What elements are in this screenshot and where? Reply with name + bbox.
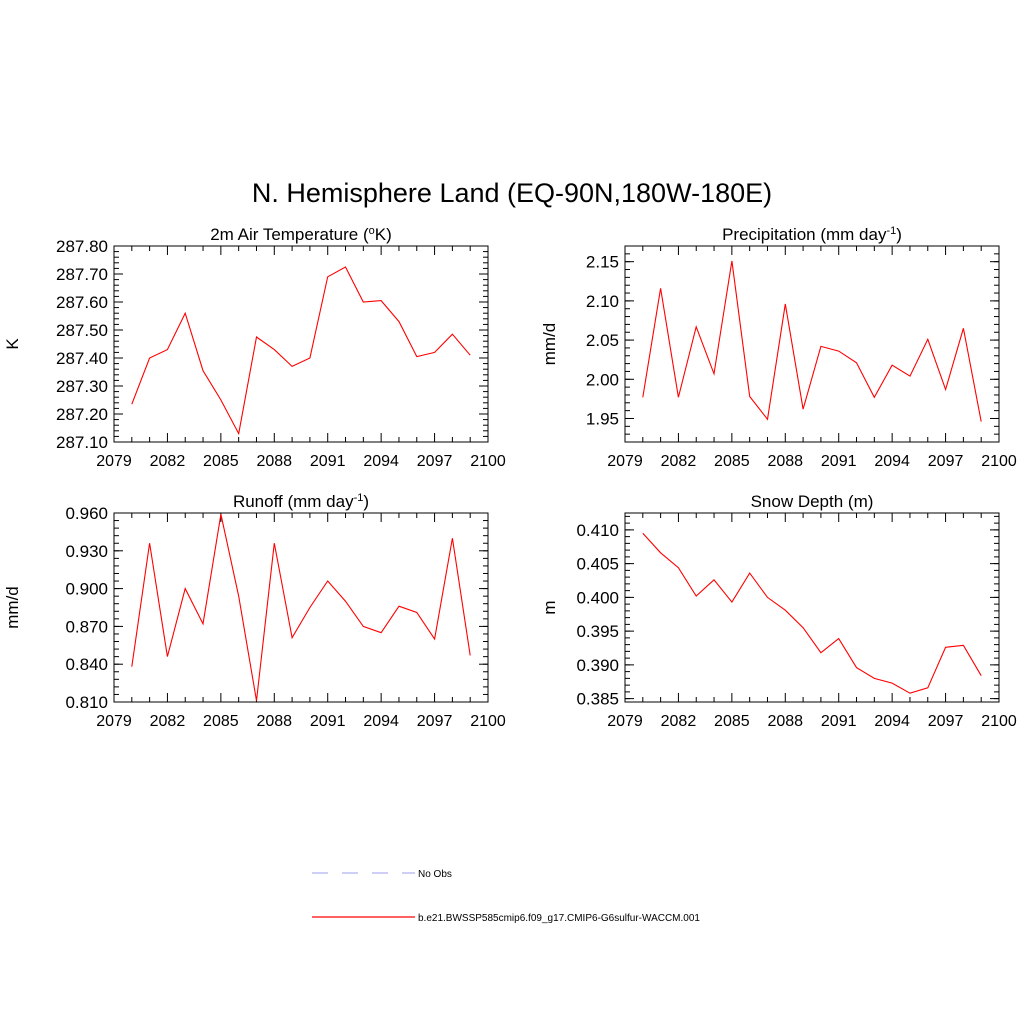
temperature-xtick-label: 2100 (470, 453, 506, 470)
snow-depth-xtick-label: 2079 (607, 713, 643, 730)
precipitation-ytick-label: 1.95 (586, 409, 619, 428)
temperature-xtick-label: 2088 (256, 453, 292, 470)
runoff-title-text: Runoff (mm day (233, 492, 354, 511)
temperature-ytick-label: 287.10 (56, 433, 108, 452)
panel-runoff: Runoff (mm day-1) mm/d 2079 2082 2085 2088 209… (3, 492, 506, 730)
precipitation-xtick-label: 2082 (661, 453, 697, 470)
runoff-xtick-label: 2085 (203, 713, 239, 730)
precipitation-ytick-label: 2.15 (586, 253, 619, 272)
precipitation-title-text: Precipitation (mm day (722, 225, 887, 244)
runoff-xtick-label: 2100 (470, 713, 506, 730)
snow-depth-ytick-label: 0.410 (576, 521, 619, 540)
precipitation-xtick-label: 2079 (607, 453, 643, 470)
runoff-ytick-label: 0.930 (65, 542, 108, 561)
snow-depth-xtick-label: 2097 (928, 713, 964, 730)
snow-depth-xtick-label: 2088 (767, 713, 803, 730)
precipitation-xtick-label: 2091 (821, 453, 857, 470)
temperature-xtick-label: 2079 (96, 453, 132, 470)
temperature-series-line (131, 266, 471, 436)
runoff-frame (113, 512, 489, 703)
snow-depth-xtick-label: 2094 (874, 713, 910, 730)
figure-title: N. Hemisphere Land (EQ-90N,180W-180E) (252, 178, 772, 208)
precipitation-ytick-label: 2.05 (586, 331, 619, 350)
temperature-xtick-label: 2094 (363, 453, 399, 470)
snow-depth-title-text: Snow Depth (m) (751, 492, 874, 511)
legend-label-1: No Obs (418, 869, 452, 880)
snow-depth-ylabel: m (540, 600, 559, 614)
precipitation-ylabel: mm/d (540, 323, 559, 366)
snow-depth-frame (624, 512, 1000, 703)
snow-depth-ytick-label: 0.385 (576, 690, 619, 709)
snow-depth-ytick-label: 0.400 (576, 588, 619, 607)
temperature-xtick-label: 2097 (417, 453, 453, 470)
runoff-ytick-label: 0.960 (65, 504, 108, 523)
temperature-ytick-label: 287.20 (56, 405, 108, 424)
runoff-series-line (131, 514, 471, 701)
precipitation-xtick-label: 2088 (767, 453, 803, 470)
runoff-ytick-label: 0.870 (65, 617, 108, 636)
temperature-xtick-label: 2082 (150, 453, 186, 470)
runoff-title-tail: ) (363, 492, 369, 511)
temperature-title: 2m Air Temperature (oK) (210, 225, 392, 244)
runoff-xtick-label: 2088 (256, 713, 292, 730)
runoff-ylabel: mm/d (3, 586, 22, 629)
precipitation-title-sup: -1 (886, 225, 896, 237)
precipitation-xtick-label: 2085 (714, 453, 750, 470)
precipitation-xtick-label: 2094 (874, 453, 910, 470)
runoff-xtick-label: 2091 (310, 713, 346, 730)
precipitation-xtick-label: 2100 (981, 453, 1017, 470)
runoff-xtick-label: 2097 (417, 713, 453, 730)
precipitation-title: Precipitation (mm day-1) (722, 225, 902, 244)
legend-label-2: b.e21.BWSSP585cmip6.f09_g17.CMIP6-G6sulf… (418, 913, 700, 924)
snow-depth-xtick-label: 2100 (981, 713, 1017, 730)
runoff-xtick-label: 2094 (363, 713, 399, 730)
precipitation-xtick-label: 2097 (928, 453, 964, 470)
temperature-ytick-label: 287.30 (56, 377, 108, 396)
panel-temperature: 2m Air Temperature (oK) K 2079 2082 2085 2088… (3, 225, 506, 470)
legend: No Obs b.e21.BWSSP585cmip6.f09_g17.CMIP6-… (312, 869, 700, 924)
runoff-xtick-label: 2079 (96, 713, 132, 730)
snow-depth-ytick-label: 0.390 (576, 656, 619, 675)
temperature-title-sup: o (369, 225, 375, 237)
snow-depth-series-line (642, 532, 982, 694)
runoff-ytick-label: 0.900 (65, 580, 108, 599)
temperature-ytick-label: 287.70 (56, 265, 108, 284)
panel-precipitation: Precipitation (mm day-1) mm/d 2079 2082 2085… (540, 225, 1017, 470)
snow-depth-ytick-label: 0.405 (576, 555, 619, 574)
snow-depth-xtick-label: 2085 (714, 713, 750, 730)
temperature-xtick-label: 2091 (310, 453, 346, 470)
temperature-ytick-label: 287.50 (56, 321, 108, 340)
precipitation-series-line (642, 260, 982, 422)
temperature-ytick-label: 287.60 (56, 293, 108, 312)
runoff-title-sup: -1 (354, 492, 364, 504)
temperature-frame (113, 245, 489, 443)
runoff-ytick-label: 0.810 (65, 693, 108, 712)
panel-snow-depth: Snow Depth (m) m 2079 2082 2085 2088 2091 2094 2… (540, 492, 1017, 730)
runoff-ytick-label: 0.840 (65, 655, 108, 674)
snow-depth-xtick-label: 2091 (821, 713, 857, 730)
precipitation-frame (624, 245, 1000, 443)
precipitation-ytick-label: 2.00 (586, 370, 619, 389)
temperature-title-tail: K) (375, 225, 392, 244)
temperature-ylabel: K (3, 338, 22, 350)
runoff-title: Runoff (mm day-1) (233, 492, 369, 511)
snow-depth-ytick-label: 0.395 (576, 622, 619, 641)
temperature-xtick-label: 2085 (203, 453, 239, 470)
precipitation-title-tail: ) (896, 225, 902, 244)
snow-depth-title: Snow Depth (m) (751, 492, 874, 511)
temperature-title-text: 2m Air Temperature ( (210, 225, 369, 244)
runoff-xtick-label: 2082 (150, 713, 186, 730)
precipitation-ytick-label: 2.10 (586, 292, 619, 311)
temperature-ytick-label: 287.40 (56, 349, 108, 368)
temperature-ytick-label: 287.80 (56, 237, 108, 256)
snow-depth-xtick-label: 2082 (661, 713, 697, 730)
